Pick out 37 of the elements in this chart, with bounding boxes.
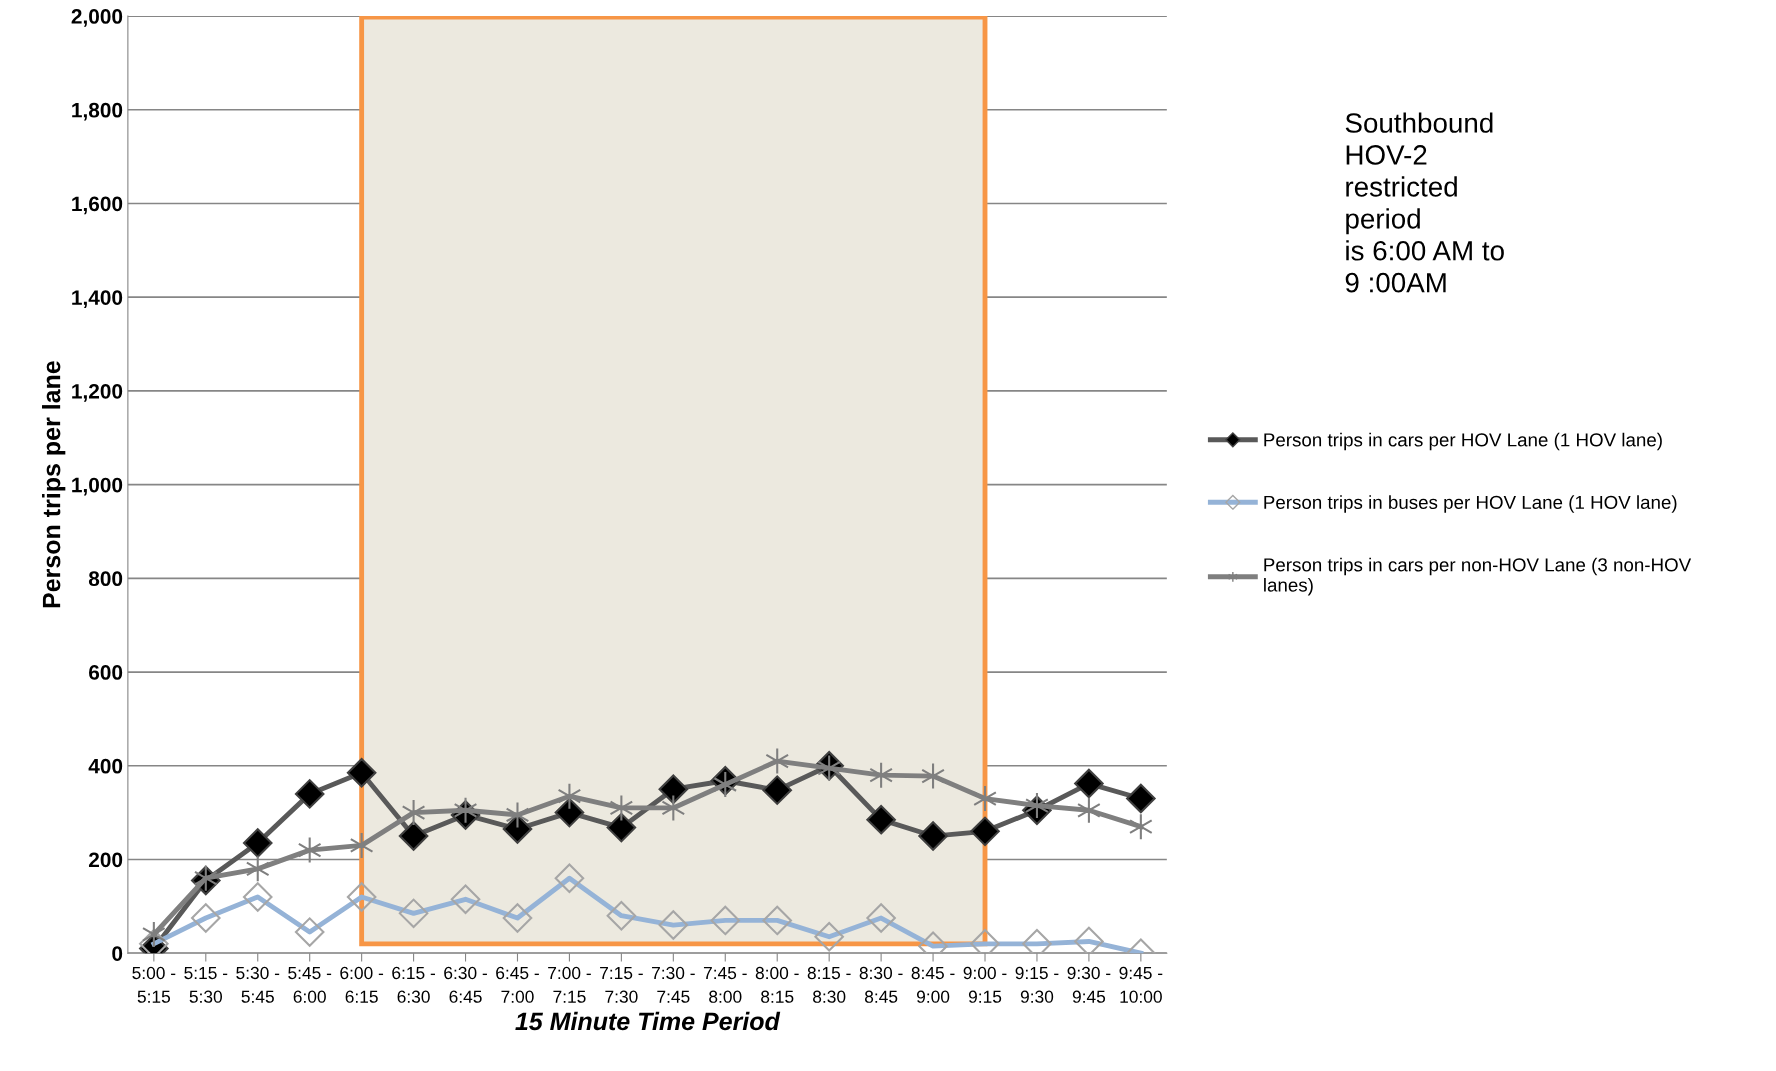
x-tick-label: 9:15 - 9:30 [1015, 966, 1059, 1003]
legend-label: Person trips in cars per HOV Lane (1 HOV lane) [1264, 432, 1662, 451]
x-tick-label: 7:00 - 7:15 [548, 966, 591, 1003]
y-tick-label: 800 [88, 571, 123, 587]
x-tick-label: 5:00 - 5:15 [132, 966, 176, 1003]
x-tick-label: 6:30 - 6:45 [444, 966, 487, 1003]
x-tick-label: 5:30 - 5:45 [236, 966, 280, 1003]
x-tick-label: 5:15 - 5:30 [184, 967, 228, 1003]
y-tick-label: 2,000 [71, 9, 123, 27]
y-tick-label: 400 [88, 758, 123, 774]
x-tick-label: 9:30 - 9:45 [1067, 966, 1111, 1003]
legend-label: Person trips in cars per non-HOV Lane (3 non-HOV lanes) [1264, 557, 1692, 596]
legend-label: Person trips in buses per HOV Lane (1 HOV lane) [1264, 495, 1677, 513]
x-tick-label: 8:30 - 8:45 [859, 966, 903, 1003]
x-tick-label: 6:00 - 6:15 [340, 966, 384, 1003]
y-tick-label: 1,400 [72, 290, 123, 308]
x-tick-label: 7:45 - 8:00 [703, 967, 747, 1003]
y-tick-label: 1,600 [72, 196, 123, 215]
x-axis-title: 15 Minute Time Period [515, 1011, 781, 1031]
x-tick-label: 5:45 - 6:00 [288, 967, 332, 1003]
x-tick-label: 8:45 - 9:00 [911, 966, 955, 1003]
x-tick-label: 6:15 - 6:30 [392, 966, 436, 1003]
x-tick-label: 8:00 - 8:15 [755, 966, 799, 1003]
x-tick-label: 9:00 - 9:15 [963, 966, 1007, 1003]
text: Southbound HOV-2 restricted period is 6:00 AM to 9 :00AM [1345, 112, 1504, 293]
y-tick-label: 200 [88, 852, 123, 868]
y-axis-title: Person trips per lane [42, 361, 66, 608]
y-tick-label: 600 [89, 665, 123, 680]
x-tick-label: 8:15 - 8:30 [807, 966, 851, 1003]
x-tick-label: 9:45 - 10:00 [1119, 966, 1163, 1003]
y-tick-label: 1,800 [72, 102, 123, 121]
x-tick-label: 7:30 - 7:45 [652, 966, 695, 1003]
y-tick-label: 0 [112, 946, 123, 961]
y-tick-label: 1,200 [72, 383, 123, 402]
x-tick-label: 6:45 - 7:00 [496, 966, 539, 1003]
x-tick-label: 7:15 - 7:30 [600, 967, 643, 1003]
y-tick-label: 1,000 [72, 477, 123, 496]
